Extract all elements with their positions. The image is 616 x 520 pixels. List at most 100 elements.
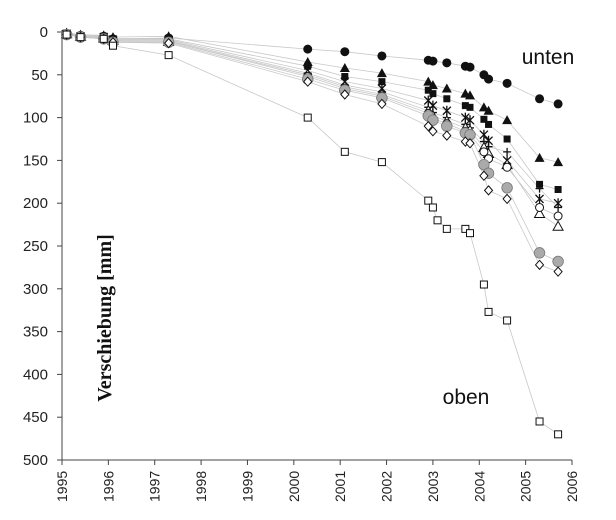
point-open-circle-13	[479, 147, 489, 157]
point-filled-square-6	[341, 73, 349, 81]
point-filled-circle-5	[303, 44, 313, 54]
x-tick-label-1996: 1996	[100, 471, 116, 502]
point-filled-square-13	[480, 115, 488, 123]
point-grey-circle-10	[441, 120, 453, 132]
point-filled-circle-6	[340, 47, 350, 57]
x-tick-label-2002: 2002	[379, 471, 395, 502]
point-filled-square-10	[443, 95, 451, 103]
axes	[57, 30, 573, 465]
point-open-triangle-17	[552, 220, 564, 231]
data-points	[60, 27, 564, 439]
y-tick-label-500: 500	[23, 452, 48, 469]
point-open-square-4	[164, 51, 173, 60]
point-open-diamond-17	[553, 266, 563, 277]
point-open-circle-17	[553, 211, 563, 221]
point-open-square-10	[433, 216, 442, 225]
point-filled-circle-14	[484, 74, 494, 84]
point-open-square-17	[535, 417, 544, 426]
y-tick-label-50: 50	[31, 67, 48, 84]
point-open-circle-16	[535, 202, 545, 212]
y-tick-label-400: 400	[23, 366, 48, 383]
y-tick-label-200: 200	[23, 195, 48, 212]
point-open-square-6	[340, 147, 349, 156]
point-open-square-2	[99, 34, 108, 43]
annotation-oben: oben	[443, 386, 490, 409]
x-tick-label-1997: 1997	[147, 471, 163, 502]
series-line-open-square	[66, 34, 559, 435]
point-open-square-13	[466, 229, 474, 238]
x-tick-label-2005: 2005	[518, 471, 534, 502]
y-tick-label-450: 450	[23, 409, 48, 426]
point-open-diamond-6	[340, 89, 350, 100]
point-filled-circle-12	[465, 62, 475, 72]
point-open-square-5	[303, 113, 312, 122]
point-grey-circle-16	[533, 247, 546, 259]
point-filled-square-8	[424, 86, 432, 94]
point-open-diamond-13	[479, 170, 489, 182]
point-open-square-1	[76, 33, 85, 42]
point-open-square-7	[377, 158, 386, 167]
x-tick-label-2001: 2001	[332, 471, 348, 502]
point-open-square-14	[479, 280, 488, 289]
y-tick-label-0: 0	[40, 24, 48, 41]
point-open-diamond-7	[377, 98, 387, 110]
point-filled-triangle-10	[441, 83, 452, 93]
point-filled-square-12	[466, 103, 474, 111]
point-open-diamond-9	[428, 126, 438, 137]
y-tick-label-250: 250	[23, 238, 48, 255]
point-grey-circle-15	[501, 182, 513, 194]
series-lines	[66, 32, 559, 435]
point-filled-triangle-15	[502, 115, 513, 125]
point-open-square-11	[442, 224, 451, 233]
point-filled-triangle-7	[376, 68, 387, 78]
x-tick-label-1999: 1999	[239, 471, 255, 502]
point-asterisk-16	[535, 193, 545, 204]
point-open-diamond-10	[442, 130, 452, 141]
x-tick-label-2003: 2003	[425, 471, 441, 502]
point-open-square-9	[428, 203, 437, 212]
y-tick-label-350: 350	[23, 324, 48, 341]
point-filled-square-16	[536, 180, 544, 188]
point-filled-triangle-6	[339, 62, 350, 72]
point-open-square-18	[554, 430, 563, 439]
point-open-diamond-14	[483, 185, 494, 196]
point-filled-triangle-14	[483, 105, 494, 115]
point-grey-circle-17	[552, 255, 564, 268]
point-filled-square-11	[461, 102, 469, 110]
point-open-diamond-8	[423, 120, 433, 132]
point-open-diamond-5	[303, 76, 313, 87]
series-line-filled-circle	[66, 33, 559, 105]
point-open-diamond-4	[163, 37, 174, 49]
x-tick-label-1998: 1998	[193, 471, 209, 502]
point-open-diamond-16	[534, 259, 545, 271]
point-filled-circle-17	[553, 99, 563, 109]
point-open-diamond-11	[460, 136, 471, 147]
point-filled-square-9	[429, 90, 437, 98]
point-open-square-12	[461, 224, 470, 233]
x-tick-label-2004: 2004	[471, 471, 487, 502]
x-tick-label-2006: 2006	[564, 471, 580, 502]
point-open-square-8	[424, 196, 433, 205]
y-axis-label: Verschiebung [mm]	[94, 234, 116, 402]
point-filled-circle-7	[377, 51, 387, 61]
point-filled-circle-15	[502, 78, 512, 88]
point-filled-square-14	[485, 120, 493, 128]
point-open-circle-15	[502, 162, 512, 172]
point-filled-circle-16	[535, 94, 545, 104]
point-open-square-3	[109, 41, 117, 50]
point-asterisk-12	[465, 115, 475, 126]
point-grey-circle-9	[427, 114, 439, 126]
point-filled-triangle-17	[553, 157, 564, 167]
point-filled-triangle-12	[465, 90, 475, 100]
point-filled-triangle-13	[478, 102, 489, 112]
x-tick-label-1995: 1995	[54, 471, 70, 502]
y-tick-label-150: 150	[23, 152, 48, 169]
point-cross-16	[535, 184, 544, 193]
point-filled-triangle-16	[534, 152, 545, 162]
x-tick-label-2000: 2000	[286, 471, 302, 502]
point-cross-15	[503, 147, 512, 156]
point-filled-square-17	[554, 186, 562, 194]
text-labels: 0 50 100 150 200 250 300 350 400 450 500 1995 1996 19…	[23, 24, 580, 502]
